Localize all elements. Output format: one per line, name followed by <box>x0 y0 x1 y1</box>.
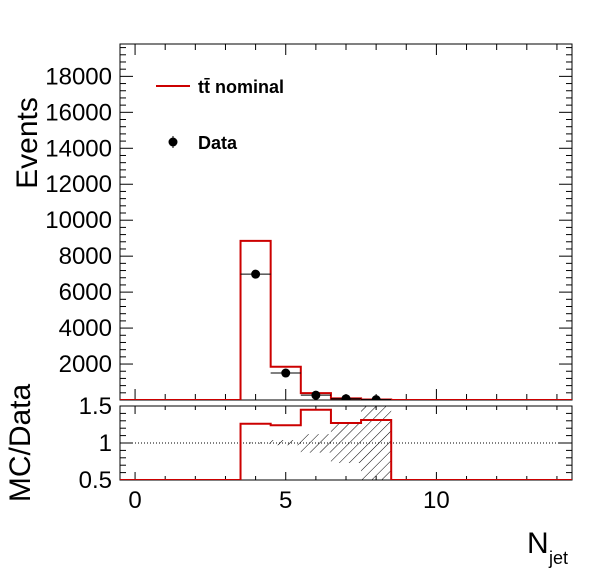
x-tick-label: 10 <box>423 487 450 514</box>
legend: tt̄ nominal Data <box>156 77 284 153</box>
x-tick-labels: 0 5 10 <box>128 487 449 514</box>
ratio-histogram <box>120 408 572 480</box>
ratio-y-tick-label: 0.5 <box>79 467 112 494</box>
y-tick-label: 16000 <box>45 99 112 126</box>
x-tick-label: 0 <box>128 487 141 514</box>
y-tick-label: 10000 <box>45 207 112 234</box>
y-tick-label: 6000 <box>59 279 112 306</box>
y-tick-label: 18000 <box>45 63 112 90</box>
y-tick-label: 12000 <box>45 171 112 198</box>
main-panel-frame <box>119 43 573 401</box>
x-axis-title-subscript: jet <box>548 548 568 568</box>
main-axis-ticks <box>120 44 572 400</box>
data-point <box>311 390 321 400</box>
y-tick-label: 2000 <box>59 351 112 378</box>
data-point <box>341 394 351 400</box>
ratio-y-tick-label: 1.5 <box>79 393 112 420</box>
ttbar-nominal-histogram <box>120 239 572 400</box>
main-y-tick-labels: 2000 4000 6000 8000 10000 12000 14000 16000 1800… <box>45 63 112 378</box>
y-tick-label: 14000 <box>45 135 112 162</box>
y-tick-label: 4000 <box>59 315 112 342</box>
y-axis-title: Events <box>11 97 44 189</box>
x-tick-label: 5 <box>279 487 292 514</box>
legend-ttbar-label: tt̄ nominal <box>198 77 284 97</box>
data-point <box>281 368 291 378</box>
uncertainty-band-bin <box>361 406 392 480</box>
data-point <box>251 269 261 279</box>
ratio-y-axis-title: MC/Data <box>4 384 37 503</box>
y-tick-label: 8000 <box>59 243 112 270</box>
ratio-y-tick-labels: 0.5 1 1.5 <box>79 393 112 494</box>
data-point <box>371 395 381 400</box>
legend-data-label: Data <box>198 133 238 153</box>
x-axis-title: N <box>527 527 549 560</box>
ratio-plot-area <box>120 406 572 480</box>
main-plot-area <box>120 239 572 400</box>
ratio-y-tick-label: 1 <box>99 430 112 457</box>
